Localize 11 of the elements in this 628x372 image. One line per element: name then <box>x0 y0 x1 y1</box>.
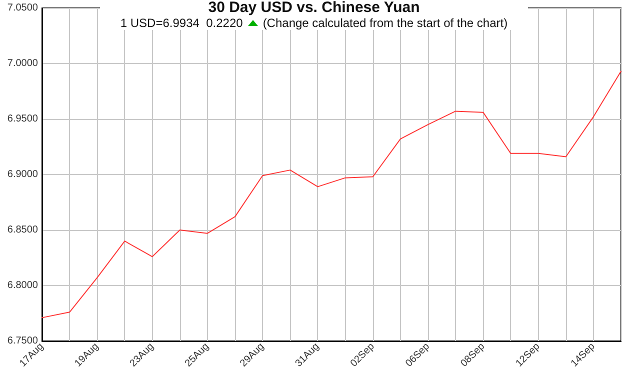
y-tick-label: 6.7500 <box>7 336 38 346</box>
y-tick-label: 7.0000 <box>7 58 38 69</box>
line-series <box>42 70 622 318</box>
chart-title: 30 Day USD vs. Chinese Yuan <box>207 0 421 16</box>
y-tick-label: 6.8500 <box>7 224 38 236</box>
y-tick-label: 6.8000 <box>7 280 38 291</box>
annotation: (Change calculated from the start of the chart) <box>262 16 508 30</box>
y-tick-label: 6.9000 <box>7 169 38 180</box>
text: 1 USD=6.9934 0.2220 <box>120 16 243 30</box>
y-tick-label: 6.9500 <box>7 114 38 124</box>
y-tick-label: 7.0500 <box>7 2 38 14</box>
